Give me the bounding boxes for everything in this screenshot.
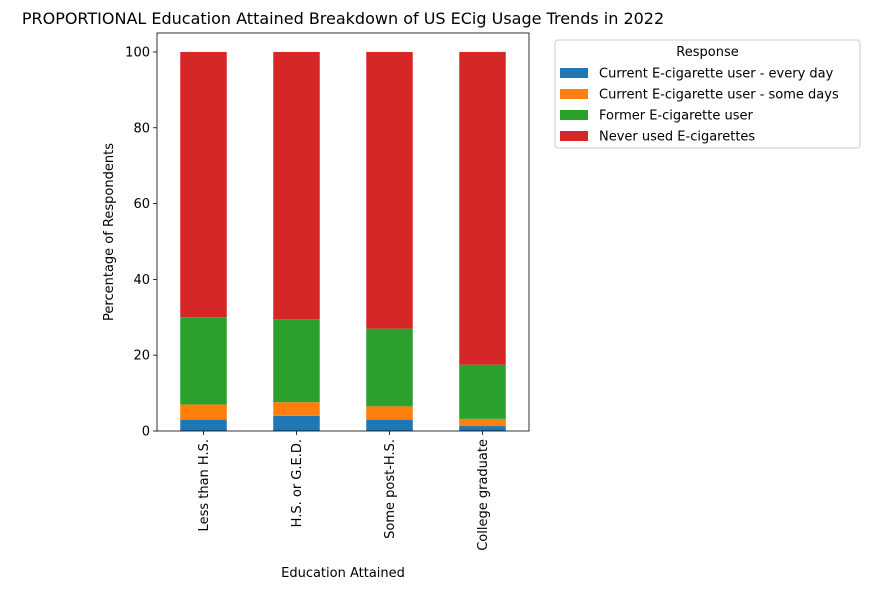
legend-entry: Current E-cigarette user - some days bbox=[599, 88, 839, 103]
bar-segment bbox=[180, 51, 227, 318]
bar-segment bbox=[273, 319, 320, 403]
bar-segment bbox=[273, 415, 320, 431]
legend: Response Current E-cigarette user - every… bbox=[554, 39, 861, 149]
legend-swatch bbox=[560, 68, 588, 78]
legend-swatch bbox=[560, 110, 588, 120]
bar-segment bbox=[459, 426, 506, 431]
legend-entry: Never used E-cigarettes bbox=[599, 130, 755, 145]
x-axis-label: Education Attained bbox=[281, 566, 405, 581]
x-tick-label: Some post-H.S. bbox=[383, 439, 398, 539]
bar-segment bbox=[273, 402, 320, 416]
axes-frame bbox=[156, 32, 530, 432]
legend-swatch bbox=[560, 89, 588, 99]
y-axis-label: Percentage of Respondents bbox=[102, 143, 117, 321]
y-tick-label: 80 bbox=[133, 121, 150, 136]
bar-segment bbox=[459, 418, 506, 427]
legend-title: Response bbox=[676, 45, 738, 60]
x-tick-label: H.S. or G.E.D. bbox=[290, 439, 305, 527]
legend-entry: Current E-cigarette user - every day bbox=[599, 67, 834, 82]
bar-segment bbox=[459, 51, 506, 365]
bar-segment bbox=[180, 404, 227, 420]
y-tick-label: 0 bbox=[142, 425, 150, 440]
bar-segment bbox=[366, 328, 413, 407]
x-tick-label: College graduate bbox=[476, 439, 491, 551]
bar-segment bbox=[366, 51, 413, 329]
y-tick-label: 100 bbox=[125, 45, 150, 60]
bar-segment bbox=[366, 419, 413, 431]
legend-entry: Former E-cigarette user bbox=[599, 109, 753, 124]
y-tick-label: 40 bbox=[133, 273, 150, 288]
bar-segment bbox=[366, 406, 413, 420]
x-tick-label: Less than H.S. bbox=[197, 439, 212, 531]
chart-title: PROPORTIONAL Education Attained Breakdow… bbox=[22, 9, 664, 28]
bar-segment bbox=[273, 51, 320, 320]
legend-swatch bbox=[560, 131, 588, 141]
y-tick-label: 60 bbox=[133, 197, 150, 212]
legend-box bbox=[554, 39, 861, 149]
bar-segment bbox=[459, 364, 506, 419]
bar-segment bbox=[180, 317, 227, 405]
bar-segment bbox=[180, 419, 227, 431]
y-tick-label: 20 bbox=[133, 349, 150, 364]
plot-area: 0 20 40 60 80 100 Less than H.S. H.S. or G.E.D.… bbox=[125, 32, 530, 551]
